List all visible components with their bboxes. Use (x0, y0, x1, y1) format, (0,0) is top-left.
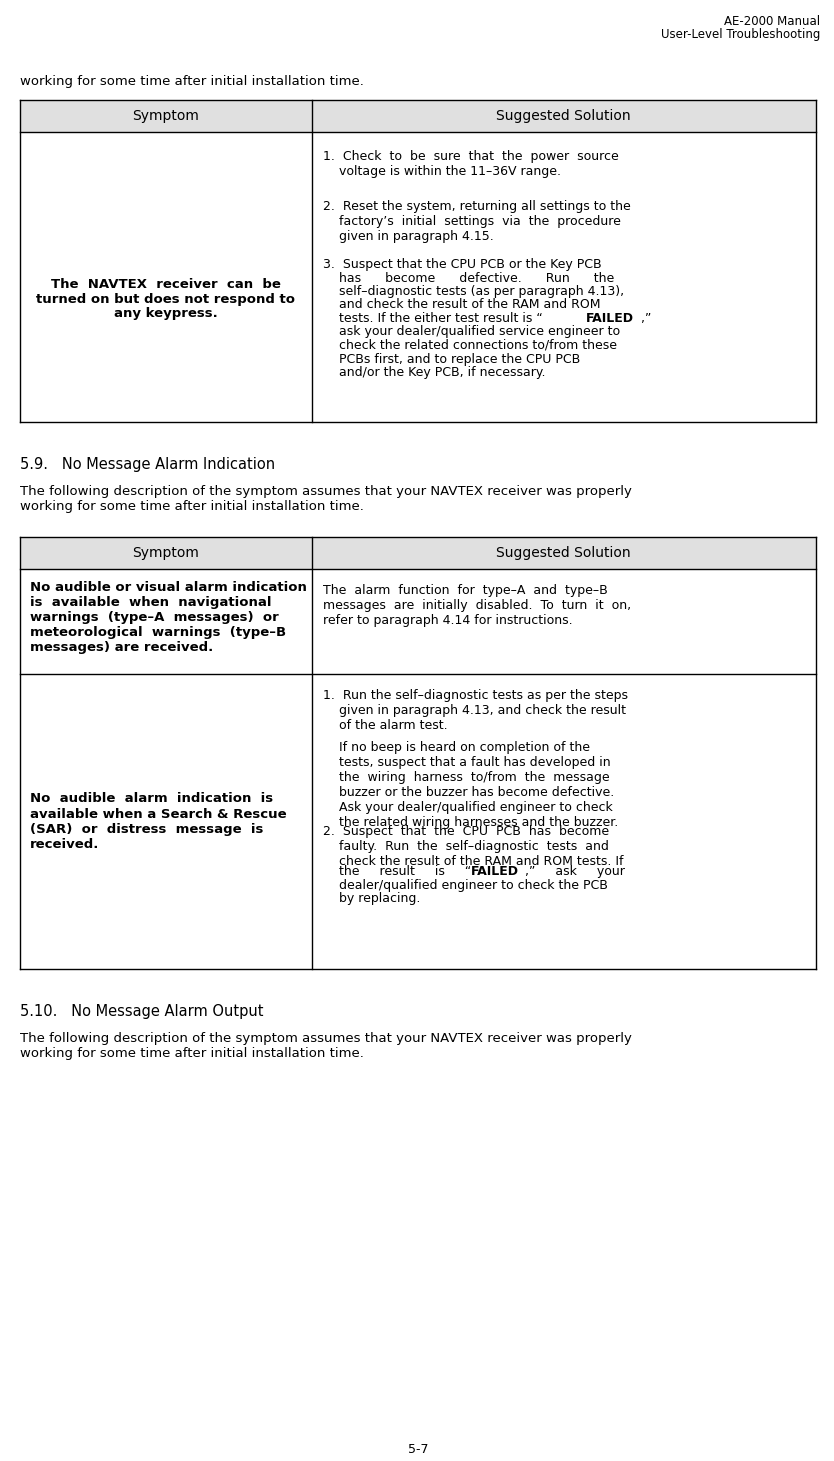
Text: The  NAVTEX  receiver  can  be
turned on but does not respond to
any keypress.: The NAVTEX receiver can be turned on but… (37, 278, 295, 320)
Text: ask your dealer/qualified service engineer to: ask your dealer/qualified service engine… (324, 326, 620, 339)
Text: Suggested Solution: Suggested Solution (496, 546, 631, 560)
Text: self–diagnostic tests (as per paragraph 4.13),: self–diagnostic tests (as per paragraph … (324, 285, 625, 298)
Bar (20, 99, 816, 422)
Text: working for some time after initial installation time.: working for some time after initial inst… (20, 75, 364, 88)
Text: No  audible  alarm  indication  is
available when a Search & Rescue
(SAR)  or  d: No audible alarm indication is available… (30, 792, 287, 850)
Text: User-Level Troubleshooting: User-Level Troubleshooting (661, 28, 820, 41)
Text: 1.  Run the self–diagnostic tests as per the steps
    given in paragraph 4.13, : 1. Run the self–diagnostic tests as per … (324, 690, 629, 732)
Text: Symptom: Symptom (133, 110, 199, 123)
Text: No audible or visual alarm indication
is  available  when  navigational
warnings: No audible or visual alarm indication is… (30, 581, 307, 655)
Text: 5.10.   No Message Alarm Output: 5.10. No Message Alarm Output (20, 1004, 264, 1018)
Text: 2.  Suspect  that  the  CPU  PCB  has  become
    faulty.  Run  the  self–diagno: 2. Suspect that the CPU PCB has become f… (324, 825, 624, 868)
Text: PCBs first, and to replace the CPU PCB: PCBs first, and to replace the CPU PCB (324, 352, 580, 365)
Text: 5.9.   No Message Alarm Indication: 5.9. No Message Alarm Indication (20, 457, 275, 472)
Text: the     result     is     “: the result is “ (324, 865, 472, 878)
Text: 3.  Suspect that the CPU PCB or the Key PCB: 3. Suspect that the CPU PCB or the Key P… (324, 259, 602, 270)
Text: and/or the Key PCB, if necessary.: and/or the Key PCB, if necessary. (324, 367, 546, 378)
Text: 2.  Reset the system, returning all settings to the
    factory’s  initial  sett: 2. Reset the system, returning all setti… (324, 200, 631, 243)
Text: The  alarm  function  for  type–A  and  type–B
messages  are  initially  disable: The alarm function for type–A and type–B… (324, 584, 631, 627)
Text: Suggested Solution: Suggested Solution (496, 110, 631, 123)
Bar (20, 568, 816, 969)
Text: tests. If the either test result is “: tests. If the either test result is “ (324, 313, 543, 324)
Bar (20, 99, 816, 131)
Text: ,”     ask     your: ,” ask your (525, 865, 625, 878)
Text: FAILED: FAILED (585, 313, 634, 324)
Text: check the related connections to/from these: check the related connections to/from th… (324, 339, 617, 352)
Text: 5-7: 5-7 (408, 1443, 429, 1457)
Text: 1.  Check  to  be  sure  that  the  power  source
    voltage is within the 11–3: 1. Check to be sure that the power sourc… (324, 150, 619, 178)
Text: and check the result of the RAM and ROM: and check the result of the RAM and ROM (324, 298, 601, 311)
Text: If no beep is heard on completion of the
    tests, suspect that a fault has dev: If no beep is heard on completion of the… (324, 741, 619, 828)
Text: ,”: ,” (641, 313, 651, 324)
Bar (20, 538, 816, 568)
Text: by replacing.: by replacing. (324, 893, 421, 904)
Text: The following description of the symptom assumes that your NAVTEX receiver was p: The following description of the symptom… (20, 485, 632, 513)
Text: AE-2000 Manual: AE-2000 Manual (724, 15, 820, 28)
Text: The following description of the symptom assumes that your NAVTEX receiver was p: The following description of the symptom… (20, 1031, 632, 1061)
Text: FAILED: FAILED (471, 865, 519, 878)
Text: has      become      defective.      Run      the: has become defective. Run the (324, 272, 615, 285)
Text: dealer/qualified engineer to check the PCB: dealer/qualified engineer to check the P… (324, 878, 608, 891)
Text: Symptom: Symptom (133, 546, 199, 560)
